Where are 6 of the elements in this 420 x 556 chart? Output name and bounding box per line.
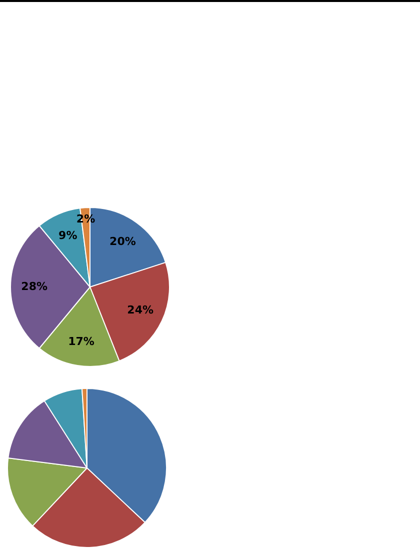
data-label: 20%: [110, 234, 136, 248]
data-label: 28%: [21, 280, 48, 293]
data-label: 24%: [127, 304, 154, 317]
data-label: 9%: [58, 228, 78, 242]
data-label: 2%: [76, 212, 96, 226]
data-label: 17%: [68, 334, 94, 348]
